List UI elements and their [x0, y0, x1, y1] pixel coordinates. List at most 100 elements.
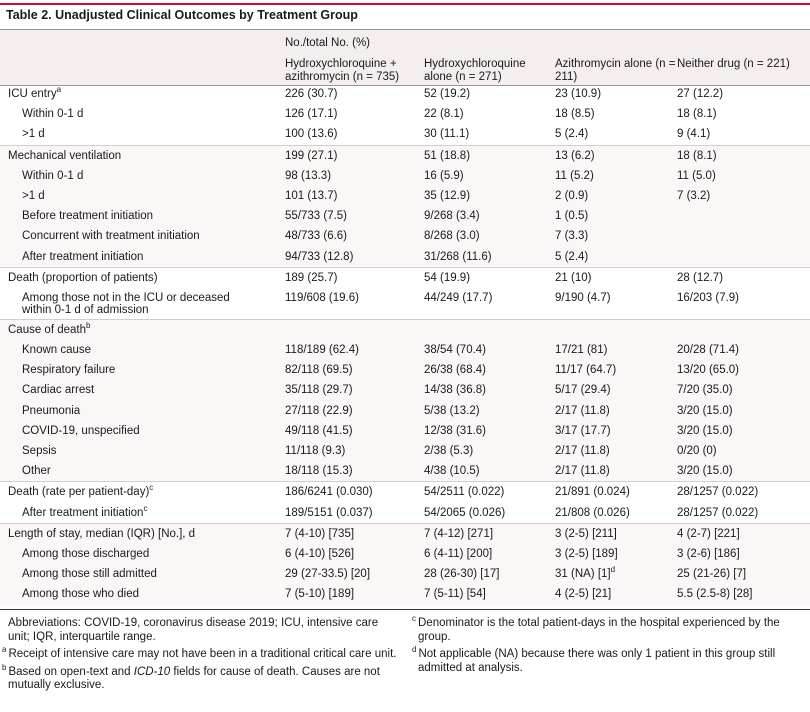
cell: 98 (13.3) [285, 169, 332, 182]
label-text: Before treatment initiation [22, 210, 154, 223]
label-text: After treatment initiation [22, 250, 144, 263]
table-row: COVID-19, unspecified 49/118 (41.5) 12/38 … [0, 420, 810, 441]
label-text: Sepsis [22, 445, 57, 457]
label-text: Known cause [22, 344, 92, 357]
row-label: Sepsis [22, 445, 262, 458]
cell: 7/20 (35.0) [677, 384, 733, 397]
cell: 28 (12.7) [677, 271, 724, 284]
cell: 1 (0.5) [555, 210, 589, 223]
table-title: Table 2. Unadjusted Clinical Outcomes by… [6, 8, 358, 22]
footnotes: Abbreviations: COVID-19, coronavirus dis… [0, 609, 810, 691]
cell: 18 (8.1) [677, 108, 717, 121]
cell-text: 31 (NA) [1] [555, 568, 611, 581]
cell: 199 (27.1) [285, 149, 338, 162]
footnote-mark: b [86, 321, 91, 331]
cell: 189/5151 (0.037) [285, 506, 373, 519]
cell: 3/20 (15.0) [677, 404, 733, 417]
table-header: No./total No. (%) Hydroxychloroquine + a… [0, 29, 810, 86]
cell: 31 (NA) [1]d [555, 566, 615, 581]
cell: 226 (30.7) [285, 88, 338, 100]
cell: 23 (10.9) [555, 88, 602, 100]
label-text: Respiratory failure [22, 364, 116, 377]
table-row: Among those not in the ICU or deceased w… [0, 288, 810, 319]
table-row: Death (rate per patient-day)c 186/6241 (0… [0, 481, 810, 502]
footnote-mark: c [149, 483, 154, 493]
label-text: Length of stay, median (IQR) [No.], d [8, 527, 196, 540]
cell: 20/28 (71.4) [677, 344, 740, 357]
label-text: Other [22, 465, 51, 478]
row-label: Among those discharged [22, 548, 262, 561]
table-row: Mechanical ventilation 199 (27.1) 51 (18.8… [0, 144, 810, 166]
row-label: Among those not in the ICU or deceased w… [22, 292, 262, 317]
table-row: Within 0-1 d 98 (13.3) 16 (5.9) 11 (5.2) 11 … [0, 165, 810, 186]
row-label: Before treatment initiation [22, 210, 262, 223]
label-text: Concurrent with treatment initiation [22, 230, 200, 243]
table-row: Known cause 118/189 (62.4) 38/54 (70.4) 17/… [0, 340, 810, 361]
row-label: Within 0-1 d [22, 170, 262, 183]
footnote-text: Abbreviations: COVID-19, coronavirus dis… [8, 617, 379, 643]
cell: 16/203 (7.9) [677, 291, 740, 304]
cell: 3/20 (15.0) [677, 465, 733, 478]
column-header: Hydroxychloroquine alone (n = 271) [424, 58, 526, 83]
footnotes-right: c Denominator is the total patient-days i… [410, 613, 790, 675]
footnote-mark: c [143, 503, 148, 513]
cell: 7 (4-12) [271] [424, 527, 494, 540]
table-row: Respiratory failure 82/118 (69.5) 26/38 (6… [0, 360, 810, 381]
label-text: >1 d [22, 189, 45, 202]
row-label: >1 d [22, 190, 262, 203]
cell: 16 (5.9) [424, 169, 464, 182]
cell: 54/2511 (0.022) [424, 486, 505, 499]
cell: 21 (10) [555, 271, 592, 284]
cell: 2/38 (5.3) [424, 445, 474, 457]
row-label: Pneumonia [22, 405, 262, 418]
footnote: d Not applicable (NA) because there was o… [410, 646, 790, 675]
footnote-mark: a [56, 85, 62, 95]
label-text: Among those still admitted [22, 568, 157, 581]
table-row: Sepsis 11/118 (9.3) 2/38 (5.3) 2/17 (11.8) 0… [0, 441, 810, 462]
table-row: Death (proportion of patients) 189 (25.7)… [0, 266, 810, 288]
label-text: Cardiac arrest [22, 384, 95, 397]
row-label: After treatment initiationc [22, 503, 262, 520]
cell: 82/118 (69.5) [285, 364, 353, 377]
cell: 17/21 (81) [555, 344, 608, 357]
cell: 12/38 (31.6) [424, 424, 487, 437]
row-label: Death (proportion of patients) [8, 272, 248, 285]
cell: 13/20 (65.0) [677, 364, 740, 377]
label-text: COVID-19, unspecified [22, 424, 140, 437]
cell: 3 (2-6) [186] [677, 547, 740, 560]
cell: 9/190 (4.7) [555, 291, 611, 304]
cell: 5 (2.4) [555, 128, 589, 141]
footnote-text: Denominator is the total patient-days in… [418, 617, 780, 643]
cell: 55/733 (7.5) [285, 210, 348, 223]
cell: 27/118 (22.9) [285, 404, 353, 417]
cell: 28/1257 (0.022) [677, 486, 759, 499]
cell: 3 (2-5) [211] [555, 527, 617, 540]
cell: 22 (8.1) [424, 108, 464, 121]
cell: 126 (17.1) [285, 108, 338, 121]
footnote-text: Not applicable (NA) because there was on… [418, 648, 776, 674]
cell: 9/268 (3.4) [424, 210, 480, 223]
row-label: Among those still admitted [22, 568, 262, 581]
table-row: Cardiac arrest 35/118 (29.7) 14/38 (36.8) 5… [0, 380, 810, 401]
cell: 48/733 (6.6) [285, 230, 348, 243]
cell: 21/808 (0.026) [555, 506, 630, 519]
label-text: After treatment initiation [22, 506, 144, 519]
row-label: After treatment initiation [22, 251, 262, 264]
row-label: Death (rate per patient-day)c [8, 483, 248, 499]
label-text: >1 d [22, 128, 45, 141]
cell: 7 (4-10) [735] [285, 527, 355, 540]
footnote-text: fields for cause of death. Causes are no… [8, 665, 380, 692]
cell: 3 (2-5) [189] [555, 547, 618, 560]
cell: 5/17 (29.4) [555, 384, 611, 397]
footnote-text: ICD-10 [133, 665, 171, 678]
cell: 28/1257 (0.022) [677, 506, 759, 519]
cell: 5.5 (2.5-8) [28] [677, 588, 753, 601]
cell: 13 (6.2) [555, 149, 595, 162]
table-row: >1 d 101 (13.7) 35 (12.9) 2 (0.9) 7 (3.2) [0, 185, 810, 207]
row-label: Length of stay, median (IQR) [No.], d [8, 528, 248, 541]
cell: 0/20 (0) [677, 445, 717, 457]
table-row: Length of stay, median (IQR) [No.], d 7 (… [0, 522, 810, 544]
cell: 8/268 (3.0) [424, 230, 480, 243]
cell: 4/38 (10.5) [424, 465, 480, 478]
